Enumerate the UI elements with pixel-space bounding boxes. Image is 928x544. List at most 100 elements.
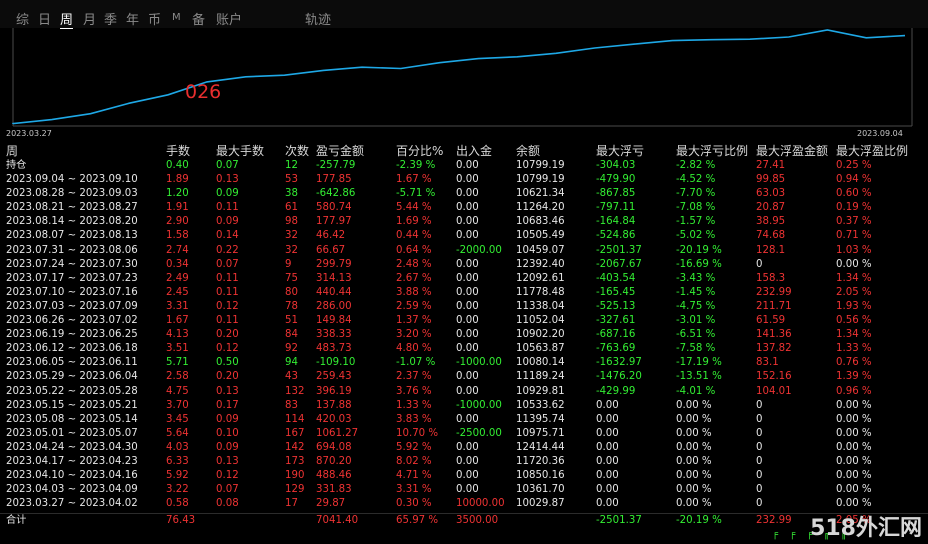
- row-4-cell-4: 177.97: [316, 216, 352, 228]
- table-row[interactable]: 2023.05.15 ~ 2023.05.21 3.70 0.17 83 137.88 1…: [0, 399, 928, 413]
- row-16-cell-6: 0.00: [456, 385, 479, 397]
- row-11-cell-11: 0.56 %: [836, 315, 872, 327]
- row-1-cell-1: 1.89: [166, 174, 189, 186]
- row-9-cell-7: 11778.48: [516, 286, 565, 298]
- row-13-cell-8: -763.69: [596, 343, 636, 355]
- table-row[interactable]: 2023.08.14 ~ 2023.08.20 2.90 0.09 98 177.97 1…: [0, 215, 928, 229]
- row-14-cell-8: -1632.97: [596, 357, 642, 369]
- row-22-cell-3: 190: [285, 470, 305, 482]
- tab-3[interactable]: 月: [83, 13, 97, 28]
- row-2-cell-7: 10621.34: [516, 188, 565, 200]
- table-row[interactable]: 2023.08.28 ~ 2023.09.03 1.20 0.09 38 -642.86…: [0, 187, 928, 201]
- row-6-cell-8: -2501.37: [596, 244, 642, 256]
- chart-end-date: 2023.09.04: [857, 129, 903, 138]
- table-row[interactable]: 2023.07.17 ~ 2023.07.23 2.49 0.11 75 314.13 2…: [0, 272, 928, 286]
- row-17-cell-0: 2023.05.15 ~ 2023.05.21: [6, 399, 138, 411]
- tab-track[interactable]: 轨迹: [305, 13, 332, 28]
- row-17-cell-5: 1.33 %: [396, 399, 432, 411]
- table-header-row: 周 手数 最大手数 次数 盈亏金额 百分比% 出入金 余额 最大浮亏 最大浮亏比例 最大浮盈金额 最大…: [0, 143, 928, 159]
- table-row[interactable]: 2023.09.04 ~ 2023.09.10 1.89 0.13 53 177.85 1…: [0, 173, 928, 187]
- row-1-cell-10: 99.85: [756, 174, 786, 186]
- total-cell-0: 合计: [6, 515, 27, 527]
- tab-2[interactable]: 周: [60, 9, 74, 29]
- row-8-cell-4: 314.13: [316, 272, 352, 284]
- row-20-cell-6: 0.00: [456, 441, 479, 453]
- row-23-cell-0: 2023.04.03 ~ 2023.04.09: [6, 484, 138, 496]
- row-13-cell-10: 137.82: [756, 343, 792, 355]
- row-10-cell-9: -4.75 %: [676, 300, 716, 312]
- table-row[interactable]: 2023.07.24 ~ 2023.07.30 0.34 0.07 9 299.79 2.…: [0, 258, 928, 272]
- table-row[interactable]: 2023.06.12 ~ 2023.06.18 3.51 0.12 92 483.73 4…: [0, 342, 928, 356]
- table-row[interactable]: 2023.04.10 ~ 2023.04.16 5.92 0.12 190 488.46…: [0, 469, 928, 483]
- row-10-cell-3: 78: [285, 300, 298, 312]
- table-row[interactable]: 2023.07.10 ~ 2023.07.16 2.45 0.11 80 440.44 3…: [0, 286, 928, 300]
- row-7-cell-7: 12392.40: [516, 258, 565, 270]
- row-7-cell-11: 0.00 %: [836, 258, 872, 270]
- row-12-cell-8: -687.16: [596, 329, 636, 341]
- row-3-cell-5: 5.44 %: [396, 202, 432, 214]
- tab-9[interactable]: 账户: [216, 13, 243, 28]
- row-9-cell-4: 440.44: [316, 286, 352, 298]
- row-5-cell-10: 74.68: [756, 230, 786, 242]
- row-8-cell-6: 0.00: [456, 272, 479, 284]
- table-row[interactable]: 2023.03.27 ~ 2023.04.02 0.58 0.08 17 29.87 0.…: [0, 497, 928, 511]
- row-10-cell-1: 3.31: [166, 300, 189, 312]
- row-15-cell-0: 2023.05.29 ~ 2023.06.04: [6, 371, 138, 383]
- row-17-cell-6: -1000.00: [456, 399, 502, 411]
- row-15-cell-9: -13.51 %: [676, 371, 722, 383]
- table-row[interactable]: 2023.06.05 ~ 2023.06.11 5.71 0.50 94 -109.10…: [0, 356, 928, 370]
- table-row[interactable]: 2023.04.03 ~ 2023.04.09 3.22 0.07 129 331.83…: [0, 483, 928, 497]
- row-20-cell-8: 0.00: [596, 441, 619, 453]
- table-row[interactable]: 2023.07.31 ~ 2023.08.06 2.74 0.22 32 66.67 0.…: [0, 244, 928, 258]
- row-23-cell-9: 0.00 %: [676, 484, 712, 496]
- row-13-cell-11: 1.33 %: [836, 343, 872, 355]
- tab-4[interactable]: 季: [104, 13, 118, 28]
- row-2-cell-5: -5.71 %: [396, 188, 436, 200]
- table-row[interactable]: 2023.04.24 ~ 2023.04.30 4.03 0.09 142 694.08…: [0, 441, 928, 455]
- row-0-cell-3: 12: [285, 160, 298, 171]
- row-18-cell-1: 3.45: [166, 413, 189, 425]
- table-row[interactable]: 2023.06.26 ~ 2023.07.02 1.67 0.11 51 149.84 1…: [0, 314, 928, 328]
- row-18-cell-2: 0.09: [216, 413, 239, 425]
- table-row[interactable]: 2023.06.19 ~ 2023.06.25 4.13 0.20 84 338.33 3…: [0, 328, 928, 342]
- table-row[interactable]: 2023.08.21 ~ 2023.08.27 1.91 0.11 61 580.74 5…: [0, 201, 928, 215]
- row-17-cell-7: 10533.62: [516, 399, 565, 411]
- row-1-cell-8: -479.90: [596, 174, 636, 186]
- row-8-cell-0: 2023.07.17 ~ 2023.07.23: [6, 272, 138, 284]
- row-18-cell-4: 420.03: [316, 413, 352, 425]
- row-20-cell-5: 5.92 %: [396, 441, 432, 453]
- row-21-cell-8: 0.00: [596, 455, 619, 467]
- header-cell-2: 最大手数: [216, 144, 265, 158]
- row-10-cell-5: 2.59 %: [396, 300, 432, 312]
- tab-0[interactable]: 综: [16, 13, 30, 28]
- tab-5[interactable]: 年: [126, 13, 140, 28]
- row-18-cell-9: 0.00 %: [676, 413, 712, 425]
- row-3-cell-9: -7.08 %: [676, 202, 716, 214]
- table-row[interactable]: 持仓 0.40 0.07 12 -257.79 -2.39 % 0.00 10799.19 -3…: [0, 159, 928, 173]
- table-row[interactable]: 2023.05.01 ~ 2023.05.07 5.64 0.10 167 1061.2…: [0, 427, 928, 441]
- tab-1[interactable]: 日: [38, 13, 52, 28]
- row-4-cell-5: 1.69 %: [396, 216, 432, 228]
- tab-7[interactable]: M: [172, 12, 181, 23]
- row-7-cell-10: 0: [756, 258, 763, 270]
- table-row[interactable]: 2023.05.22 ~ 2023.05.28 4.75 0.13 132 396.19…: [0, 385, 928, 399]
- row-17-cell-11: 0.00 %: [836, 399, 872, 411]
- tab-6[interactable]: 币: [148, 13, 162, 28]
- table-row[interactable]: 2023.07.03 ~ 2023.07.09 3.31 0.12 78 286.00 2…: [0, 300, 928, 314]
- row-6-cell-11: 1.03 %: [836, 244, 872, 256]
- tab-8[interactable]: 备: [192, 13, 206, 28]
- row-20-cell-0: 2023.04.24 ~ 2023.04.30: [6, 441, 138, 453]
- table-row[interactable]: 2023.05.29 ~ 2023.06.04 2.58 0.20 43 259.43 2…: [0, 370, 928, 384]
- row-13-cell-6: 0.00: [456, 343, 479, 355]
- table-row[interactable]: 2023.05.08 ~ 2023.05.14 3.45 0.09 114 420.03…: [0, 413, 928, 427]
- row-23-cell-5: 3.31 %: [396, 484, 432, 496]
- row-1-cell-5: 1.67 %: [396, 174, 432, 186]
- watermark: 518外汇网: [810, 516, 922, 541]
- table-row[interactable]: 2023.04.17 ~ 2023.04.23 6.33 0.13 173 870.20…: [0, 455, 928, 469]
- table-row[interactable]: 2023.08.07 ~ 2023.08.13 1.58 0.14 32 46.42 0.…: [0, 229, 928, 243]
- row-20-cell-10: 0: [756, 441, 763, 453]
- row-20-cell-1: 4.03: [166, 441, 189, 453]
- row-2-cell-0: 2023.08.28 ~ 2023.09.03: [6, 188, 138, 200]
- row-21-cell-9: 0.00 %: [676, 455, 712, 467]
- row-5-cell-9: -5.02 %: [676, 230, 716, 242]
